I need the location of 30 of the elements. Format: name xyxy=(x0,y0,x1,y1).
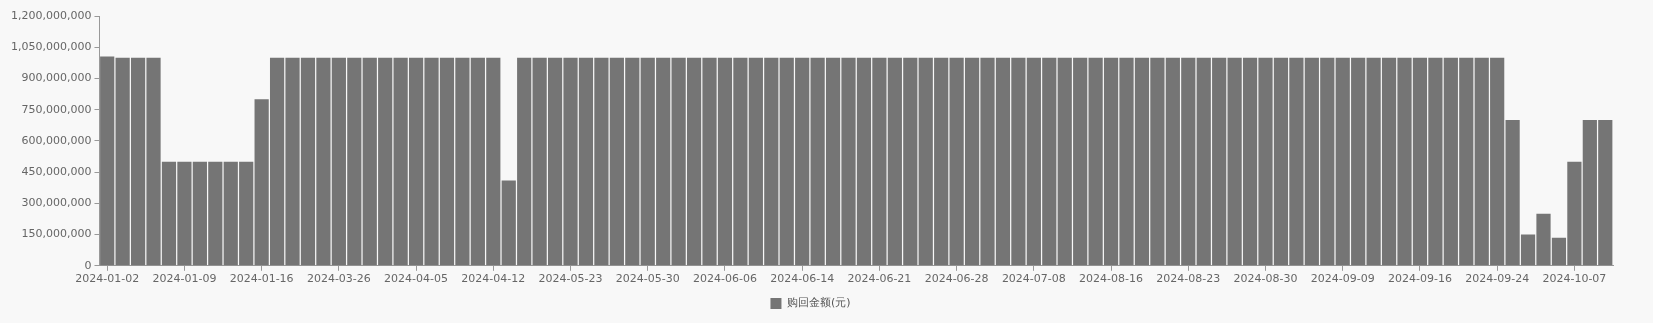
x-tick-label: 2024-09-24 xyxy=(1465,272,1530,286)
x-tick-label: 2024-06-06 xyxy=(692,272,757,286)
x-tick-label: 2024-05-23 xyxy=(538,272,603,286)
x-tick-label: 2024-01-16 xyxy=(229,272,294,286)
x-tick-label: 2024-08-16 xyxy=(1079,272,1144,286)
y-tick-label: 300,000,000 xyxy=(21,196,92,210)
y-tick-label: 150,000,000 xyxy=(21,227,92,241)
y-tick-label: 1,200,000,000 xyxy=(10,8,92,22)
y-tick-label: 450,000,000 xyxy=(21,164,92,178)
x-tick-label: 2024-06-14 xyxy=(770,272,835,286)
x-tick-label: 2024-08-23 xyxy=(1156,272,1221,286)
y-tick-label: 1,050,000,000 xyxy=(10,40,92,54)
x-tick-label: 2024-07-08 xyxy=(1001,272,1066,286)
y-tick-label: 900,000,000 xyxy=(21,71,92,85)
y-tick-label: 600,000,000 xyxy=(21,133,92,147)
x-tick-label: 2024-04-05 xyxy=(384,272,449,286)
x-tick-label: 2024-06-28 xyxy=(924,272,989,286)
y-tick-label: 0 xyxy=(84,258,92,272)
x-tick-label: 2024-06-21 xyxy=(847,272,912,286)
x-tick-label: 2024-09-16 xyxy=(1387,272,1452,286)
x-tick-label: 2024-09-09 xyxy=(1310,272,1375,286)
x-tick-label: 2024-10-07 xyxy=(1542,272,1607,286)
x-tick-label: 2024-08-30 xyxy=(1233,272,1298,286)
x-tick-label: 2024-04-12 xyxy=(461,272,526,286)
x-tick-label: 2024-01-02 xyxy=(75,272,140,286)
x-tick-label: 2024-05-30 xyxy=(615,272,680,286)
y-tick-label: 750,000,000 xyxy=(21,102,92,116)
legend-label: 购回金额(元) xyxy=(786,296,851,310)
x-tick-label: 2024-03-26 xyxy=(306,272,371,286)
x-tick-label: 2024-01-09 xyxy=(152,272,217,286)
